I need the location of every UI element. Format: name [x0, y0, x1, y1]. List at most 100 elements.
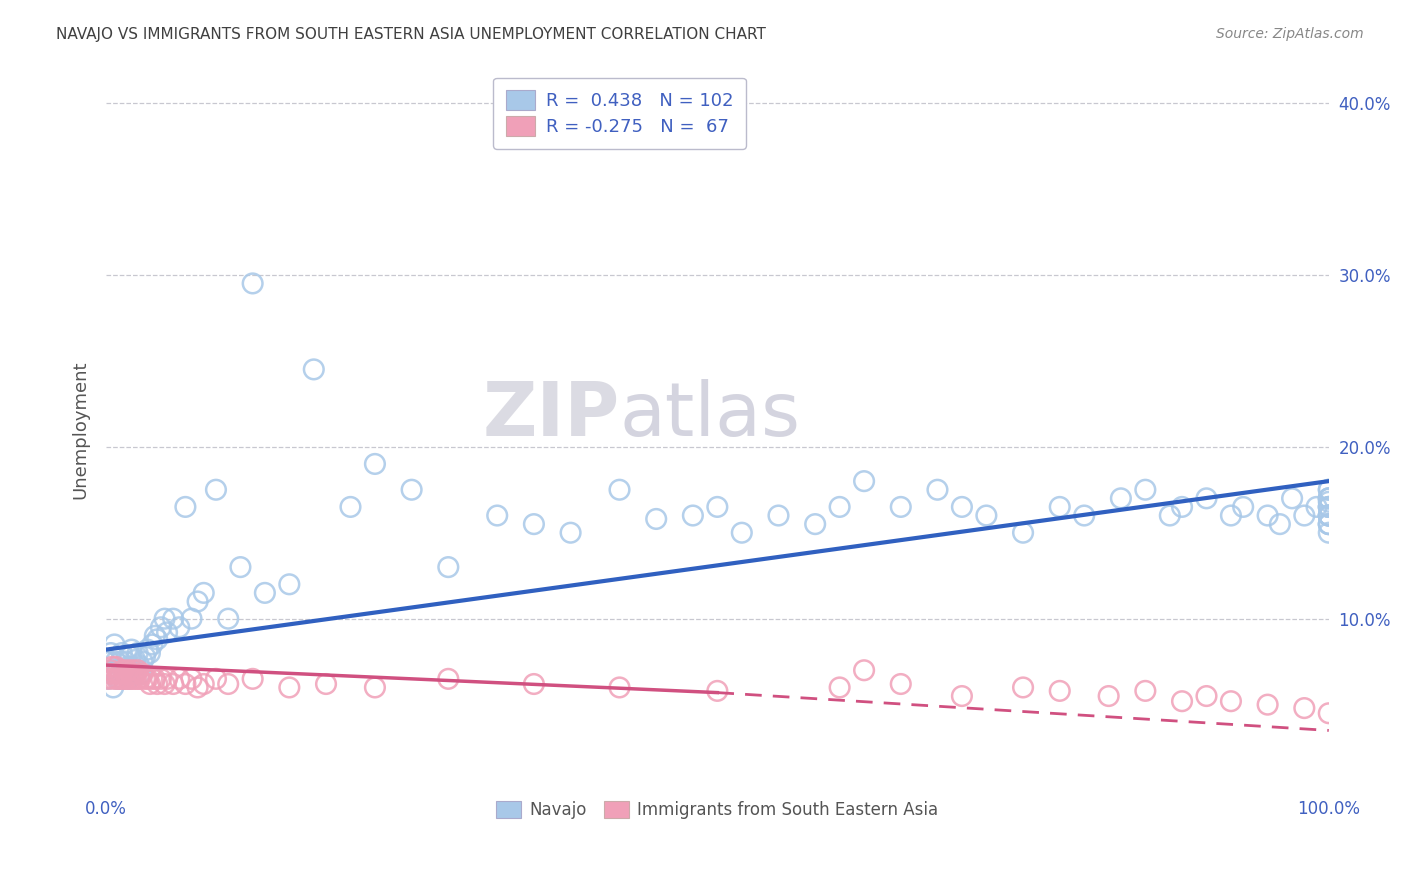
Point — [1232, 500, 1254, 514]
Point — [1195, 491, 1218, 506]
Point — [560, 525, 582, 540]
Point — [122, 666, 145, 681]
Point — [104, 655, 127, 669]
Point — [950, 689, 973, 703]
Point — [1294, 701, 1316, 715]
Point — [1049, 684, 1071, 698]
Point — [111, 646, 134, 660]
Point — [205, 672, 228, 686]
Point — [103, 666, 125, 681]
Point — [523, 677, 546, 691]
Point — [828, 500, 851, 514]
Point — [486, 508, 509, 523]
Point — [105, 672, 128, 686]
Point — [162, 677, 184, 691]
Point — [609, 483, 631, 497]
Point — [1317, 491, 1340, 506]
Point — [278, 681, 301, 695]
Point — [124, 653, 146, 667]
Point — [1159, 508, 1181, 523]
Point — [103, 637, 125, 651]
Point — [1281, 491, 1303, 506]
Point — [364, 681, 387, 695]
Text: NAVAJO VS IMMIGRANTS FROM SOUTH EASTERN ASIA UNEMPLOYMENT CORRELATION CHART: NAVAJO VS IMMIGRANTS FROM SOUTH EASTERN … — [56, 27, 766, 42]
Point — [136, 672, 159, 686]
Point — [1317, 491, 1340, 506]
Point — [111, 672, 134, 686]
Point — [149, 672, 172, 686]
Point — [131, 666, 153, 681]
Point — [853, 663, 876, 677]
Point — [1317, 517, 1340, 532]
Point — [242, 277, 264, 291]
Point — [139, 646, 162, 660]
Point — [229, 560, 252, 574]
Point — [401, 483, 423, 497]
Point — [136, 642, 159, 657]
Point — [169, 672, 191, 686]
Point — [114, 655, 136, 669]
Point — [101, 663, 124, 677]
Point — [890, 500, 912, 514]
Text: Source: ZipAtlas.com: Source: ZipAtlas.com — [1216, 27, 1364, 41]
Point — [125, 672, 148, 686]
Point — [339, 500, 361, 514]
Point — [131, 655, 153, 669]
Point — [1317, 508, 1340, 523]
Point — [853, 474, 876, 488]
Point — [682, 508, 704, 523]
Point — [1317, 483, 1340, 497]
Point — [364, 457, 387, 471]
Point — [187, 594, 209, 608]
Point — [1317, 500, 1340, 514]
Text: atlas: atlas — [620, 378, 800, 451]
Point — [950, 500, 973, 514]
Point — [98, 655, 121, 669]
Point — [104, 660, 127, 674]
Point — [1317, 517, 1340, 532]
Point — [107, 666, 129, 681]
Point — [162, 612, 184, 626]
Point — [1171, 500, 1194, 514]
Point — [120, 666, 142, 681]
Point — [217, 677, 239, 691]
Point — [804, 517, 827, 532]
Point — [120, 649, 142, 664]
Point — [1012, 525, 1035, 540]
Point — [1317, 517, 1340, 532]
Point — [927, 483, 949, 497]
Point — [134, 672, 156, 686]
Point — [139, 677, 162, 691]
Point — [110, 666, 132, 681]
Point — [141, 637, 163, 651]
Point — [114, 666, 136, 681]
Point — [105, 672, 128, 686]
Point — [153, 677, 176, 691]
Point — [153, 612, 176, 626]
Point — [1317, 495, 1340, 509]
Point — [146, 632, 169, 647]
Point — [97, 672, 120, 686]
Point — [1109, 491, 1132, 506]
Point — [1317, 525, 1340, 540]
Point — [706, 500, 728, 514]
Legend: Navajo, Immigrants from South Eastern Asia: Navajo, Immigrants from South Eastern As… — [489, 794, 945, 826]
Point — [278, 577, 301, 591]
Point — [1257, 508, 1279, 523]
Point — [1317, 500, 1340, 514]
Point — [118, 672, 141, 686]
Point — [645, 512, 668, 526]
Point — [1049, 500, 1071, 514]
Point — [121, 642, 143, 657]
Point — [174, 500, 197, 514]
Point — [180, 672, 202, 686]
Point — [315, 677, 337, 691]
Point — [1098, 689, 1121, 703]
Point — [118, 672, 141, 686]
Point — [1317, 483, 1340, 497]
Point — [156, 672, 179, 686]
Point — [121, 663, 143, 677]
Point — [100, 646, 122, 660]
Point — [122, 672, 145, 686]
Point — [437, 672, 460, 686]
